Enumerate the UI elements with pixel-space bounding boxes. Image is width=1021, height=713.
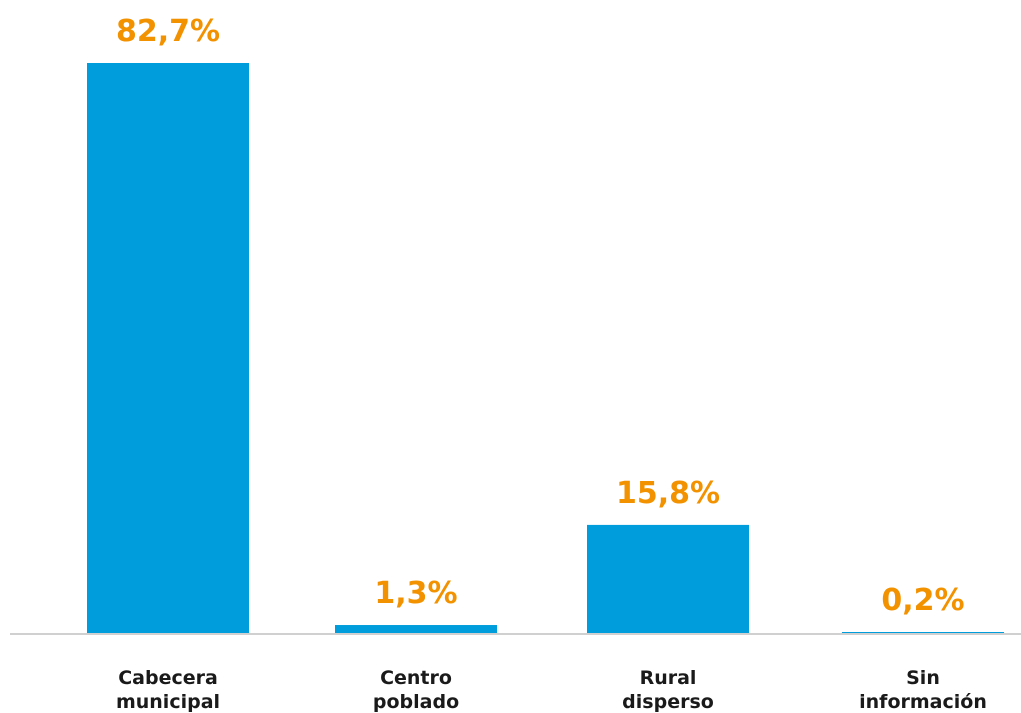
category-label-1-line-0: Centro [380,667,452,689]
category-label-0-line-0: Cabecera [118,667,218,689]
value-label-3: 0,2% [881,583,964,618]
value-label-0: 82,7% [116,14,220,49]
category-label-3-line-1: información [859,691,987,713]
bar-0 [87,63,249,634]
category-label-3-line-0: Sin [906,667,940,689]
value-labels-layer: 82,7% 1,3% 15,8% 0,2% [116,14,965,618]
category-label-2-line-0: Rural [640,667,697,689]
value-label-2: 15,8% [616,476,720,511]
bar-2 [587,524,749,634]
bars-layer [87,63,1004,634]
category-label-1-line-1: poblado [373,691,459,713]
category-label-2-line-1: disperso [622,691,714,713]
value-label-1: 1,3% [374,576,457,611]
category-label-0-line-1: municipal [116,691,220,713]
bar-1 [335,625,497,634]
